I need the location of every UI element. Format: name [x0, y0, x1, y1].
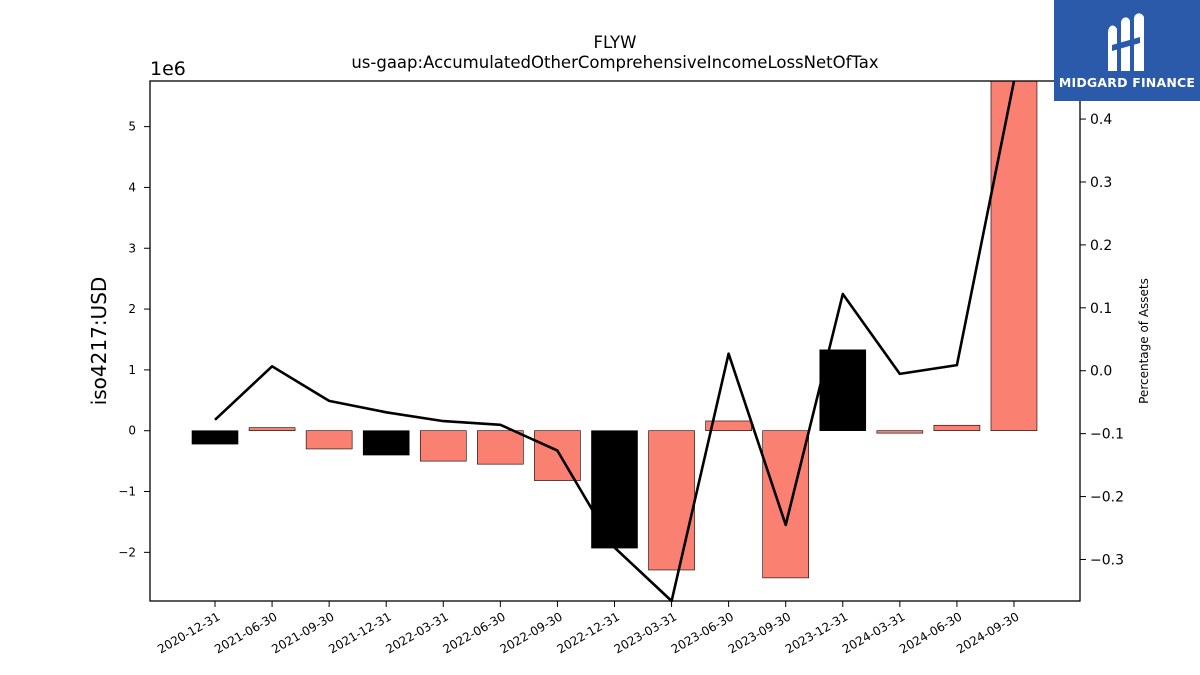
y2-tick-label: 0.2	[1090, 238, 1112, 254]
midgard-finance-logo: MIDGARD FINANCE	[1054, 0, 1200, 101]
x-tick-label: 2023-03-31	[612, 609, 679, 656]
x-tick-label: 2021-06-30	[212, 609, 279, 656]
y-tick-label: 4	[128, 180, 136, 194]
bar-2021-06-30	[248, 427, 296, 432]
bar-2021-09-30	[305, 430, 353, 450]
y-offset-label: 1e6	[150, 58, 186, 80]
bar-2022-12-31	[591, 430, 638, 549]
chart-subtitle: us-gaap:AccumulatedOtherComprehensiveInc…	[351, 53, 879, 72]
x-tick-label: 2022-06-30	[440, 609, 507, 656]
logo-text: MIDGARD FINANCE	[1058, 75, 1196, 90]
x-tick-label: 2023-06-30	[669, 609, 736, 656]
x-tick-label: 2021-09-30	[269, 609, 336, 656]
plot-frame	[149, 80, 1081, 602]
midgard-logo-icon	[1108, 13, 1144, 71]
bar-2024-03-31	[876, 430, 924, 434]
bars-group	[191, 80, 1038, 579]
bar-2023-12-31	[819, 349, 867, 432]
y2-tick-label: 0.3	[1090, 175, 1112, 191]
bar-2023-09-30	[762, 430, 810, 579]
y-tick-label: 3	[128, 241, 136, 255]
x-tick-label: 2022-12-31	[555, 609, 622, 656]
bar-2022-03-31	[419, 430, 467, 462]
x-tick-label: 2024-06-30	[897, 609, 964, 656]
y-tick-label: 0	[128, 424, 136, 438]
x-tick-label: 2024-09-30	[954, 609, 1021, 656]
x-axis-ticks: 2020-12-312021-06-302021-09-302021-12-31…	[155, 601, 1021, 656]
y2-axis-ticks: −0.3 −0.2 −0.1 0.0 0.1 0.2 0.3 0.4	[1080, 112, 1124, 568]
x-tick-label: 2023-09-30	[726, 609, 793, 656]
x-tick-label: 2020-12-31	[155, 609, 222, 656]
bar-2023-03-31	[648, 430, 695, 571]
y-tick-label: −2	[118, 545, 136, 559]
y2-tick-label: −0.3	[1090, 552, 1124, 568]
bar-2024-09-30	[990, 80, 1038, 432]
y-tick-label: 1	[128, 363, 136, 377]
y2-tick-label: 0.0	[1090, 364, 1112, 380]
x-tick-label: 2021-12-31	[326, 609, 393, 656]
percentage-line-group	[214, 80, 1016, 603]
y2-tick-label: −0.2	[1090, 490, 1124, 506]
bar-2022-06-30	[477, 430, 524, 465]
percentage-of-assets-line	[214, 80, 1016, 603]
y2-tick-label: −0.1	[1090, 427, 1124, 443]
y2-tick-label: 0.1	[1090, 301, 1112, 317]
bar-2022-09-30	[534, 430, 581, 481]
y-tick-label: −1	[118, 485, 136, 499]
x-tick-label: 2023-12-31	[783, 609, 850, 656]
x-tick-label: 2022-03-31	[383, 609, 450, 656]
y-tick-label: 2	[128, 302, 136, 316]
chart-title: FLYW	[594, 33, 637, 52]
bar-2020-12-31	[191, 430, 239, 445]
y2-axis-label: Percentage of Assets	[1137, 278, 1151, 404]
y-axis-label: iso4217:USD	[87, 277, 111, 406]
bar-2021-12-31	[362, 430, 410, 456]
bar-2024-06-30	[933, 424, 981, 432]
x-tick-label: 2022-09-30	[498, 609, 565, 656]
y-tick-label: 5	[128, 120, 136, 134]
y2-tick-label: 0.4	[1090, 112, 1112, 128]
y-axis-ticks: −2 −1 0 1 2 3 4 5	[118, 120, 150, 559]
x-tick-label: 2024-03-31	[840, 609, 907, 656]
